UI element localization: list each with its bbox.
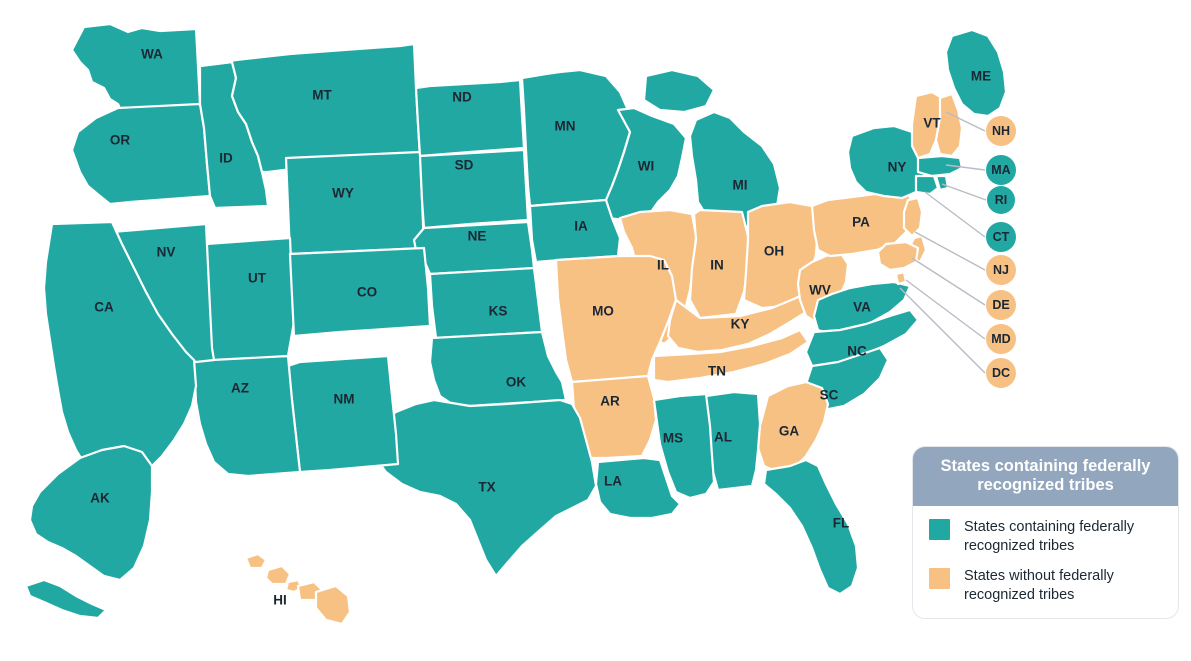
state-ri[interactable]	[934, 174, 950, 192]
state-label-hi: HI	[273, 593, 287, 608]
state-la[interactable]	[594, 456, 682, 520]
callout-leader-line-dc	[899, 287, 986, 374]
callout-ri[interactable]: RI	[987, 186, 1015, 214]
state-tn[interactable]	[652, 328, 810, 384]
state-sd[interactable]	[418, 148, 530, 230]
legend-header: States containing federally recognized t…	[913, 447, 1178, 507]
callout-leader-line-ma	[945, 164, 986, 171]
state-in[interactable]	[688, 208, 750, 320]
callout-nh[interactable]: NH	[986, 116, 1016, 146]
state-ks[interactable]	[428, 266, 544, 340]
legend-body: States containing federally recognized t…	[913, 506, 1178, 618]
state-ut[interactable]	[204, 236, 296, 362]
legend-swatch-teal	[929, 519, 950, 541]
callout-leader-line-nh	[945, 111, 986, 132]
state-pa[interactable]	[810, 190, 914, 258]
state-wa[interactable]	[70, 22, 202, 115]
state-nd[interactable]	[414, 78, 526, 158]
state-ne[interactable]	[412, 220, 536, 276]
callout-leader-line-nj	[914, 231, 986, 271]
callout-circle-dc	[986, 358, 1016, 388]
state-ok[interactable]	[428, 330, 568, 408]
callout-nj[interactable]: NJ	[986, 255, 1016, 285]
state-or[interactable]	[70, 102, 212, 206]
callout-leader-line-md	[905, 279, 986, 340]
map-legend: States containing federally recognized t…	[913, 447, 1178, 619]
callout-circle-md	[986, 324, 1016, 354]
state-co[interactable]	[288, 246, 432, 338]
state-ma[interactable]	[916, 154, 964, 178]
legend-swatch-orange	[929, 568, 950, 590]
state-dc[interactable]	[894, 270, 908, 286]
state-nh[interactable]	[934, 92, 964, 158]
callout-circle-nh	[986, 116, 1016, 146]
state-me[interactable]	[944, 28, 1008, 118]
state-nm[interactable]	[286, 354, 400, 474]
state-mo[interactable]	[554, 254, 678, 384]
legend-item-without-tribes[interactable]: States without federally recognized trib…	[929, 567, 1164, 604]
callout-md[interactable]: MD	[986, 324, 1016, 354]
state-ia[interactable]	[528, 198, 622, 264]
legend-label-without-tribes: States without federally recognized trib…	[964, 568, 1114, 603]
callout-circle-nj	[986, 255, 1016, 285]
state-hi[interactable]	[244, 552, 268, 570]
callout-de[interactable]: DE	[986, 290, 1016, 320]
state-vt[interactable]	[910, 90, 944, 160]
legend-label-with-tribes: States containing federally recognized t…	[964, 519, 1135, 554]
state-ak[interactable]	[24, 444, 154, 620]
state-md[interactable]	[876, 240, 920, 272]
states-layer	[24, 22, 1008, 626]
callout-ma[interactable]: MA	[986, 155, 1016, 185]
state-ga[interactable]	[756, 380, 830, 474]
callout-circle-ri	[987, 186, 1015, 214]
state-wi[interactable]	[604, 106, 688, 222]
state-nj[interactable]	[902, 196, 924, 238]
state-ct[interactable]	[914, 174, 940, 196]
state-wy[interactable]	[284, 150, 426, 256]
callout-circle-ct	[986, 222, 1016, 252]
state-fl[interactable]	[762, 458, 860, 596]
callout-leader-lines	[899, 111, 987, 374]
state-az[interactable]	[192, 354, 302, 478]
state-ms[interactable]	[652, 392, 716, 500]
legend-item-with-tribes[interactable]: States containing federally recognized t…	[929, 518, 1164, 555]
state-ky[interactable]	[666, 288, 820, 354]
callout-circle-ma	[986, 155, 1016, 185]
callout-leader-line-ri	[941, 183, 987, 201]
callout-leader-line-ct	[924, 191, 986, 238]
state-hi[interactable]	[314, 584, 352, 626]
state-hi[interactable]	[264, 564, 292, 586]
callout-leader-line-de	[911, 257, 986, 306]
state-tx[interactable]	[366, 398, 598, 578]
callout-circle-de	[986, 290, 1016, 320]
callout-dc[interactable]: DC	[986, 358, 1016, 388]
callout-ct[interactable]: CT	[986, 222, 1016, 252]
